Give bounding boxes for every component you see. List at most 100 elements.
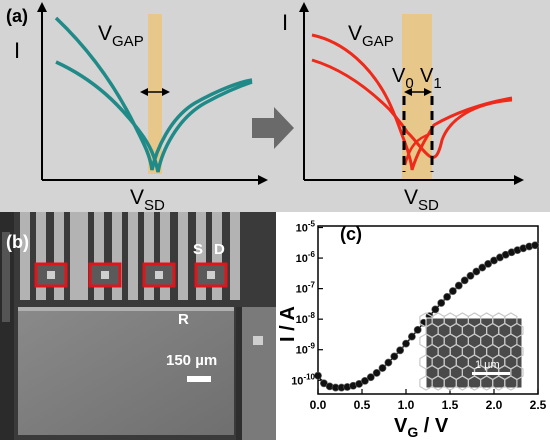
data-point bbox=[431, 305, 440, 314]
gap-arrowhead-left-a bbox=[140, 88, 148, 96]
side-device-center bbox=[253, 336, 263, 345]
data-point bbox=[437, 299, 446, 307]
left-strip-pad bbox=[2, 232, 10, 322]
panel-a-label: (a) bbox=[6, 6, 28, 26]
y-tick-label: 10-9 bbox=[296, 342, 316, 357]
reference-label: R bbox=[178, 311, 189, 328]
scale-bar bbox=[187, 376, 211, 382]
x-axis-label-main: V bbox=[394, 415, 408, 437]
data-point bbox=[372, 369, 381, 377]
panel-c: 1 µm (c) I / A VG / V 0.0 0.5 1.0 1.5 2.0 2.5… bbox=[276, 212, 550, 440]
panel-b: (b) S D R 150 µm bbox=[0, 212, 276, 440]
gap-band-left bbox=[148, 14, 162, 174]
x-tick-label: 2.0 bbox=[486, 398, 503, 412]
x-tick-marks bbox=[317, 389, 539, 394]
data-point bbox=[531, 241, 539, 250]
red-curve-lower bbox=[311, 58, 513, 159]
y-axis-label: I / A bbox=[277, 306, 299, 342]
gap-arrowhead-right-a bbox=[404, 88, 412, 96]
data-point bbox=[466, 271, 475, 280]
x-axis-label-tail: / V bbox=[418, 415, 449, 437]
x-axis-arrow-left bbox=[258, 175, 268, 185]
iv-transfer-chart: 1 µm (c) I / A VG / V 0.0 0.5 1.0 1.5 2.0 2.5… bbox=[277, 220, 547, 440]
gap-arrowhead-right-b bbox=[424, 88, 432, 96]
inset-scale-label: 1 µm bbox=[475, 359, 500, 371]
teal-curve-upper bbox=[54, 16, 253, 171]
v0-sub: 0 bbox=[405, 75, 413, 92]
panel-c-label: (c) bbox=[340, 224, 362, 244]
data-point bbox=[384, 358, 393, 367]
x-tick-label: 0.0 bbox=[310, 398, 327, 412]
data-point bbox=[407, 332, 416, 341]
side-pad bbox=[242, 307, 276, 440]
y-tick-label: 10-7 bbox=[296, 281, 316, 296]
data-point bbox=[484, 259, 493, 268]
data-point bbox=[314, 371, 322, 380]
data-point bbox=[378, 364, 387, 372]
xlabel-sub-left: SD bbox=[144, 197, 165, 212]
x-axis-arrow-right bbox=[514, 175, 524, 185]
x-tick-label: 2.5 bbox=[530, 398, 547, 412]
data-point bbox=[472, 267, 481, 276]
device-centers bbox=[47, 271, 215, 279]
vgap-sub-right: GAP bbox=[362, 33, 394, 50]
x-tick-label: 1.0 bbox=[398, 398, 415, 412]
scale-bar-label: 150 µm bbox=[166, 352, 217, 369]
red-curve-upper bbox=[311, 33, 513, 171]
x-axis-label: VG / V bbox=[394, 415, 449, 440]
gap-arrowhead-left-b bbox=[162, 88, 170, 96]
y-tick-label: 10-6 bbox=[296, 250, 316, 265]
y-tick-label: 10-5 bbox=[296, 220, 316, 235]
data-point bbox=[390, 352, 399, 361]
panel-a: (a) I VGAP VSD I VGAP V0 V1 bbox=[0, 0, 550, 212]
v1-sub: 1 bbox=[433, 75, 441, 92]
data-point bbox=[443, 292, 451, 301]
data-point bbox=[460, 276, 469, 285]
drain-label: D bbox=[214, 241, 225, 258]
plot-frame bbox=[317, 225, 539, 395]
source-label: S bbox=[193, 241, 203, 258]
panel-b-micrograph: (b) S D R 150 µm bbox=[0, 212, 276, 440]
sem-inset: 1 µm bbox=[419, 312, 524, 391]
panel-a-figure: (a) I VGAP VSD I VGAP V0 V1 bbox=[6, 2, 524, 212]
data-point bbox=[413, 325, 422, 334]
xlabel-main-left: V bbox=[130, 186, 144, 209]
data-point bbox=[449, 287, 457, 295]
xlabel-right: VSD bbox=[404, 186, 439, 212]
data-point bbox=[402, 339, 410, 348]
xlabel-sub-right: SD bbox=[418, 197, 439, 212]
xlabel-main-right: V bbox=[404, 186, 418, 209]
pad-gap bbox=[236, 307, 242, 440]
vgap-label-right: VGAP bbox=[348, 22, 394, 50]
y-label-right: I bbox=[282, 10, 288, 35]
electrode-fingers bbox=[20, 212, 240, 300]
hex-cell bbox=[504, 375, 518, 391]
v0-main: V bbox=[392, 65, 406, 87]
y-label-left: I bbox=[14, 38, 20, 63]
data-point bbox=[478, 263, 487, 272]
x-tick-labels: 0.0 0.5 1.0 1.5 2.0 2.5 bbox=[310, 398, 547, 412]
y-axis-arrow-left bbox=[37, 2, 47, 12]
x-tick-label: 0.5 bbox=[354, 398, 371, 412]
inset-scale-bar bbox=[472, 372, 510, 375]
red-crossover bbox=[403, 132, 431, 166]
data-point bbox=[454, 281, 463, 290]
reference-pad-edge bbox=[18, 307, 234, 311]
panel-b-label: (b) bbox=[6, 232, 29, 252]
vgap-main-left: V bbox=[98, 22, 112, 45]
y-tick-labels: 10-10 10-9 10-8 10-7 10-6 10-5 bbox=[291, 220, 315, 388]
v1-label: V1 bbox=[420, 65, 442, 92]
y-tick-label: 10-10 bbox=[291, 372, 315, 387]
y-axis-arrow-right bbox=[299, 2, 309, 12]
transition-arrow bbox=[252, 107, 294, 149]
data-point bbox=[361, 376, 369, 385]
data-point bbox=[366, 373, 375, 382]
x-tick-label: 1.5 bbox=[442, 398, 459, 412]
hexagonal-lattice bbox=[419, 312, 524, 391]
vgap-label-left: VGAP bbox=[98, 22, 144, 50]
xlabel-left: VSD bbox=[130, 186, 165, 212]
vgap-sub-left: GAP bbox=[112, 33, 144, 50]
teal-curve-lower bbox=[55, 60, 253, 173]
v1-main: V bbox=[420, 65, 434, 87]
data-point bbox=[396, 346, 405, 355]
